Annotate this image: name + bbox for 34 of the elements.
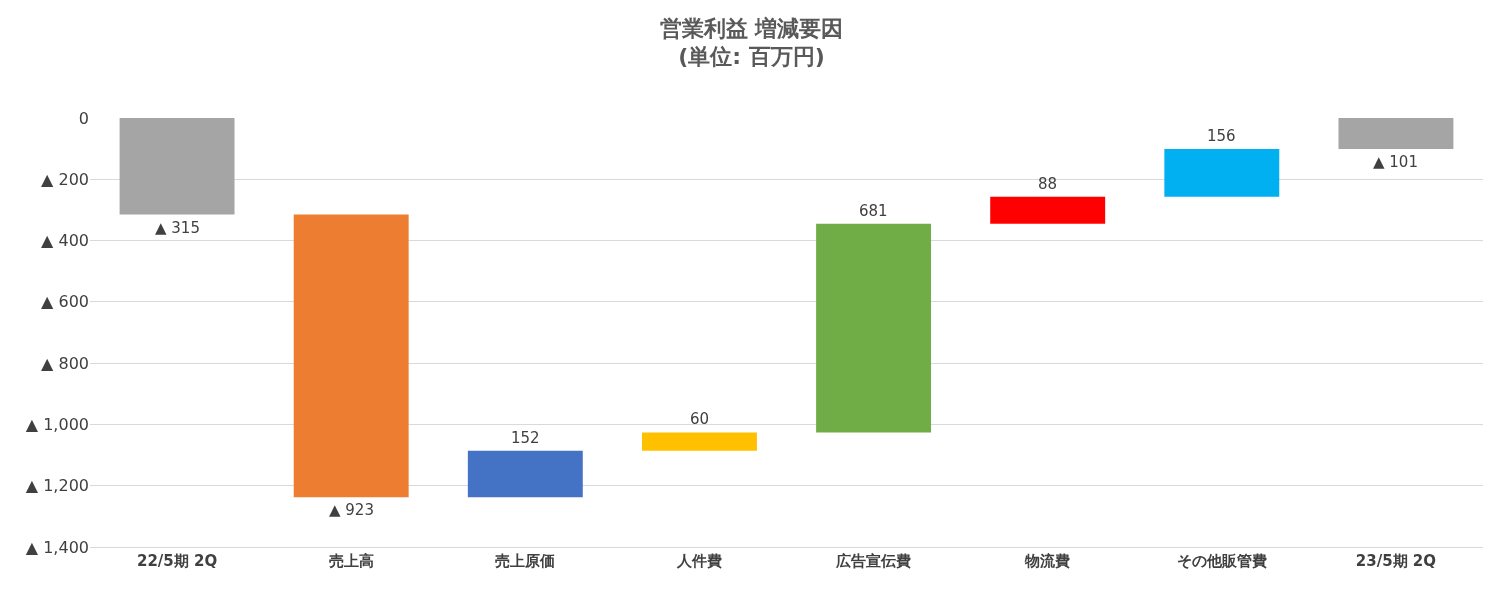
data-label: 60 <box>690 410 710 428</box>
y-tick-label: ▲ 1,200 <box>25 476 89 496</box>
data-label: 88 <box>1038 175 1058 193</box>
y-tick-label: ▲ 200 <box>41 169 89 189</box>
chart-subtitle: (単位: 百万円) <box>678 44 825 70</box>
bar <box>467 450 583 498</box>
data-label: 152 <box>511 429 540 447</box>
data-label: 681 <box>859 202 888 220</box>
x-tick-label: 人件費 <box>675 552 722 570</box>
data-label: ▲ 101 <box>1373 153 1418 171</box>
bar <box>1338 118 1454 149</box>
x-tick-label: 広告宣伝費 <box>835 552 912 570</box>
x-tick-label: 22/5期 2Q <box>136 552 218 570</box>
y-tick-label: ▲ 1,400 <box>25 537 89 557</box>
y-tick-label: ▲ 600 <box>41 292 89 312</box>
y-tick-label: 0 <box>78 108 89 128</box>
bar <box>990 196 1106 224</box>
chart-title: 営業利益 増減要因 <box>659 15 844 41</box>
x-tick-label: 売上高 <box>328 552 374 570</box>
bar <box>1164 148 1280 197</box>
bar <box>293 214 409 498</box>
data-label: ▲ 923 <box>329 501 374 519</box>
y-tick-label: ▲ 800 <box>41 353 89 373</box>
bar <box>641 432 757 451</box>
y-tick-label: ▲ 1,000 <box>25 415 89 435</box>
bar <box>816 223 932 433</box>
y-tick-label: ▲ 400 <box>41 231 89 251</box>
data-label: ▲ 315 <box>155 219 200 237</box>
x-tick-label: 物流費 <box>1024 552 1071 570</box>
x-tick-label: 売上原価 <box>495 552 556 570</box>
data-label: 156 <box>1207 127 1236 145</box>
x-tick-label: その他販管費 <box>1176 552 1267 570</box>
x-tick-label: 23/5期 2Q <box>1355 552 1437 570</box>
bar <box>119 118 235 215</box>
